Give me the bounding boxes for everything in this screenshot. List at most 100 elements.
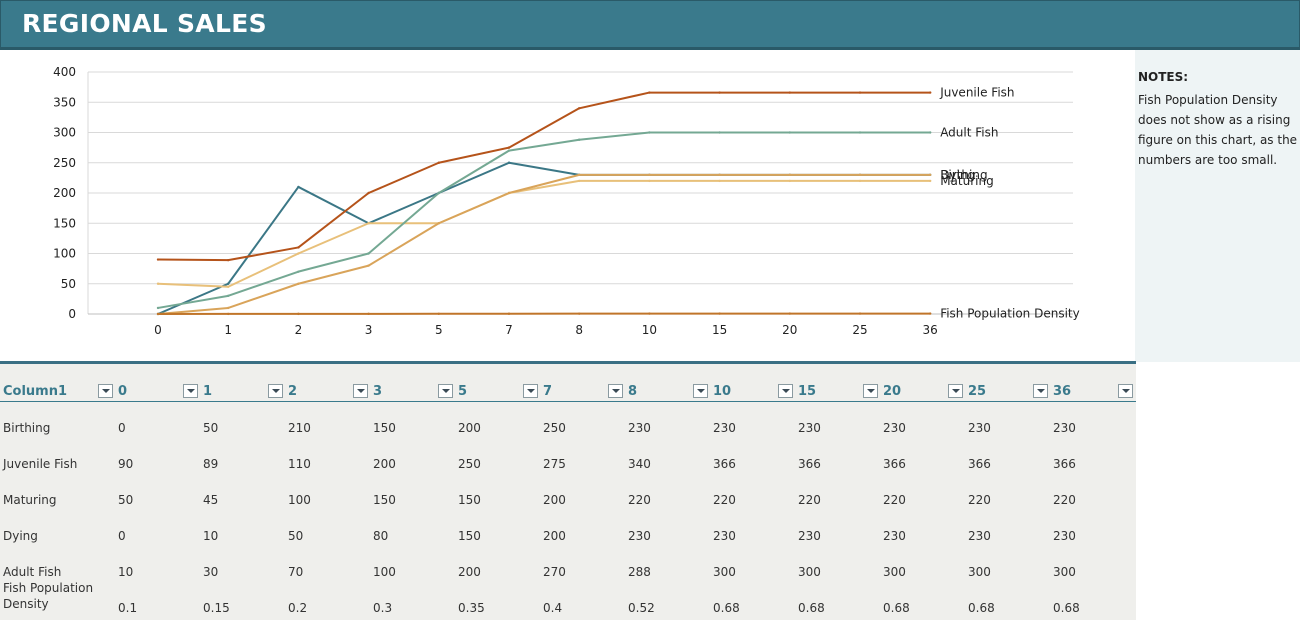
data-point xyxy=(367,264,369,266)
title-bar: REGIONAL SALES xyxy=(0,0,1300,50)
table-cell: 210 xyxy=(288,421,311,435)
table-cell: 10 xyxy=(118,565,133,579)
row-label: Maturing xyxy=(3,492,57,508)
x-tick-label: 25 xyxy=(852,323,867,337)
x-tick-label: 5 xyxy=(435,323,443,337)
filter-dropdown-button[interactable] xyxy=(98,384,113,398)
filter-dropdown-button[interactable] xyxy=(693,384,708,398)
table-cell: 230 xyxy=(1053,421,1076,435)
table-cell: 45 xyxy=(203,493,218,507)
filter-dropdown-button[interactable] xyxy=(948,384,963,398)
data-point xyxy=(859,180,861,182)
table-cell: 0.52 xyxy=(628,601,655,615)
page-title: REGIONAL SALES xyxy=(22,9,267,38)
filter-dropdown-button[interactable] xyxy=(778,384,793,398)
data-point xyxy=(367,192,369,194)
row-label: Dying xyxy=(3,528,38,544)
data-point xyxy=(508,149,510,151)
x-tick-label: 10 xyxy=(642,323,657,337)
table-cell: 0.68 xyxy=(713,601,740,615)
data-point xyxy=(297,186,299,188)
data-point xyxy=(929,312,931,314)
table-cell: 0.15 xyxy=(203,601,230,615)
data-point xyxy=(297,270,299,272)
data-point xyxy=(508,313,510,315)
x-tick-label: 36 xyxy=(923,323,938,337)
filter-dropdown-button[interactable] xyxy=(1033,384,1048,398)
filter-dropdown-button[interactable] xyxy=(523,384,538,398)
table-cell: 220 xyxy=(713,493,736,507)
column-header: 25 xyxy=(968,384,986,399)
data-point xyxy=(648,174,650,176)
column-header: 0 xyxy=(118,384,127,399)
table-cell: 0.68 xyxy=(1053,601,1080,615)
table-cell: 200 xyxy=(458,565,481,579)
filter-dropdown-button[interactable] xyxy=(1118,384,1133,398)
data-point xyxy=(367,313,369,315)
table-cell: 288 xyxy=(628,565,651,579)
table-cell: 230 xyxy=(1053,529,1076,543)
data-point xyxy=(789,180,791,182)
table-cell: 366 xyxy=(1053,457,1076,471)
table-cell: 30 xyxy=(203,565,218,579)
data-point xyxy=(157,283,159,285)
data-point xyxy=(929,91,931,93)
table-cell: 150 xyxy=(373,421,396,435)
data-point xyxy=(297,252,299,254)
y-tick-label: 400 xyxy=(53,65,76,79)
data-point xyxy=(789,312,791,314)
table-cell: 366 xyxy=(798,457,821,471)
filter-dropdown-button[interactable] xyxy=(438,384,453,398)
table-cell: 0.3 xyxy=(373,601,392,615)
column-header: 3 xyxy=(373,384,382,399)
table-cell: 270 xyxy=(543,565,566,579)
table-cell: 220 xyxy=(1053,493,1076,507)
table-cell: 340 xyxy=(628,457,651,471)
filter-dropdown-button[interactable] xyxy=(268,384,283,398)
table-cell: 70 xyxy=(288,565,303,579)
series-label: Fish Population Density xyxy=(940,307,1080,321)
column-header: 5 xyxy=(458,384,467,399)
y-tick-label: 0 xyxy=(68,307,76,321)
data-point xyxy=(578,312,580,314)
filter-dropdown-button[interactable] xyxy=(183,384,198,398)
data-point xyxy=(227,259,229,261)
table-cell: 300 xyxy=(1053,565,1076,579)
filter-dropdown-button[interactable] xyxy=(608,384,623,398)
table-cell: 366 xyxy=(713,457,736,471)
data-point xyxy=(648,180,650,182)
table-cell: 230 xyxy=(628,421,651,435)
data-point xyxy=(367,252,369,254)
data-point xyxy=(157,313,159,315)
table-cell: 230 xyxy=(968,529,991,543)
table-cell: 0.4 xyxy=(543,601,562,615)
data-point xyxy=(859,174,861,176)
filter-dropdown-button[interactable] xyxy=(863,384,878,398)
table-cell: 230 xyxy=(968,421,991,435)
table-cell: 0.35 xyxy=(458,601,485,615)
y-tick-label: 50 xyxy=(61,277,76,291)
table-cell: 200 xyxy=(458,421,481,435)
table-cell: 0.1 xyxy=(118,601,137,615)
data-point xyxy=(227,313,229,315)
x-tick-label: 3 xyxy=(365,323,373,337)
data-point xyxy=(718,131,720,133)
data-point xyxy=(718,91,720,93)
column-header: 20 xyxy=(883,384,901,399)
table-cell: 230 xyxy=(883,529,906,543)
y-tick-label: 350 xyxy=(53,95,76,109)
data-point xyxy=(578,107,580,109)
table-cell: 300 xyxy=(968,565,991,579)
column-header: 7 xyxy=(543,384,552,399)
filter-dropdown-button[interactable] xyxy=(353,384,368,398)
data-point xyxy=(438,162,440,164)
y-tick-label: 300 xyxy=(53,126,76,140)
row-label: Birthing xyxy=(3,420,50,436)
data-point xyxy=(438,313,440,315)
row-label: Adult Fish xyxy=(3,564,61,580)
data-point xyxy=(718,312,720,314)
table-cell: 230 xyxy=(798,421,821,435)
